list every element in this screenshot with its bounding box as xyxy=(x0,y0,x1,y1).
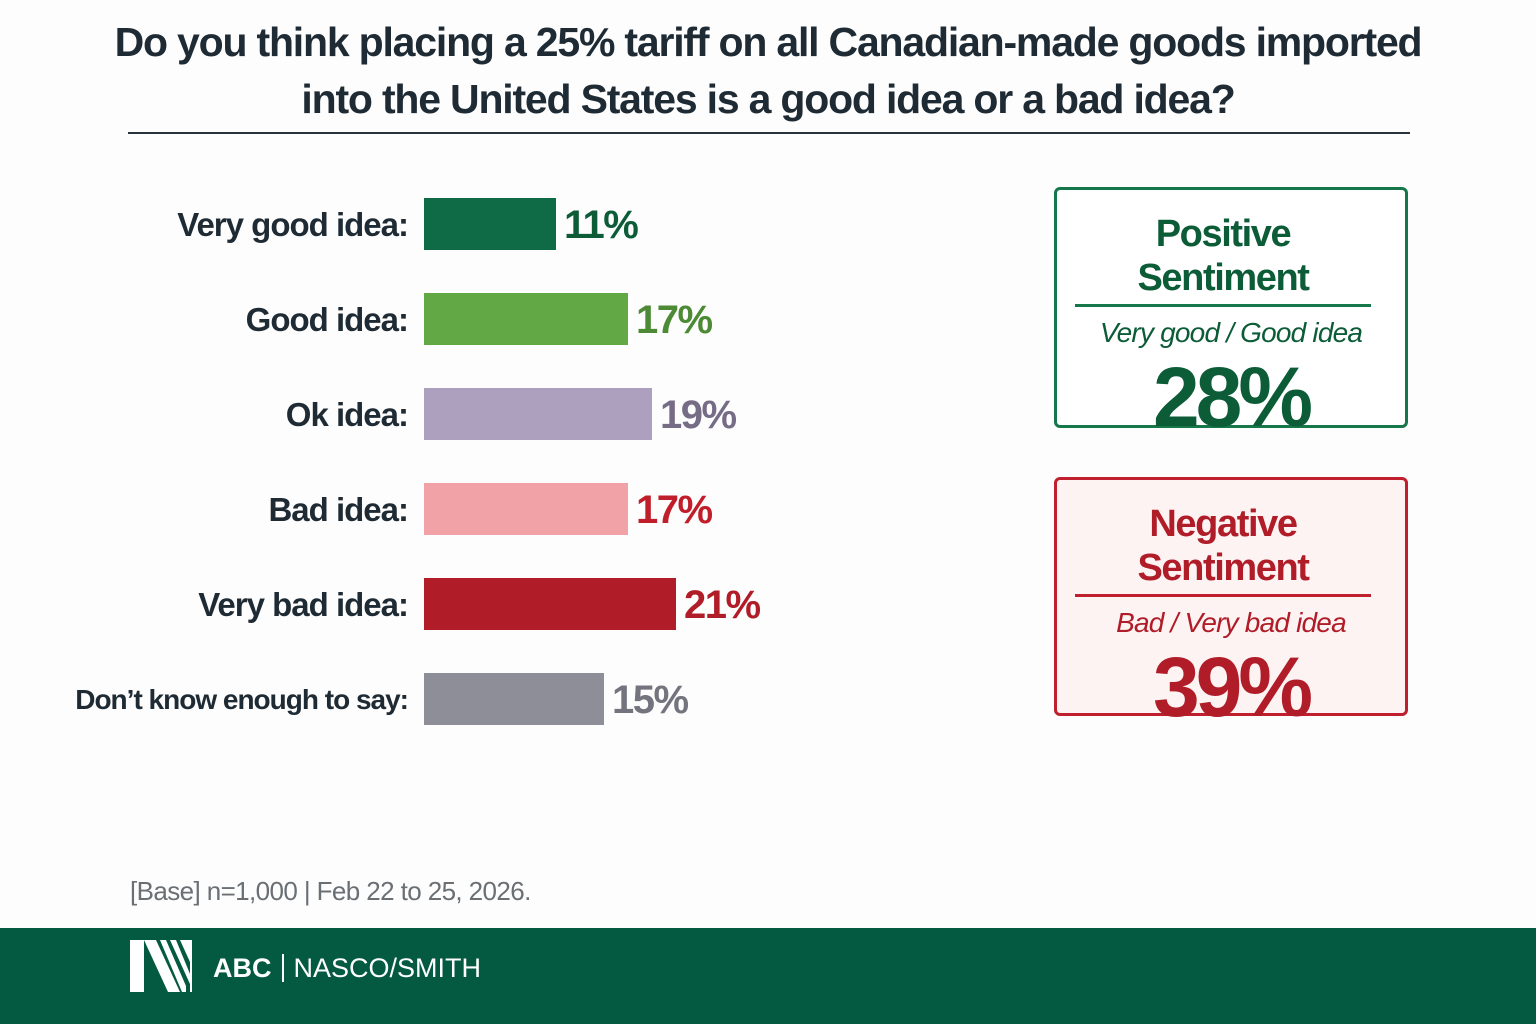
footer: ABC NASCO/SMITH xyxy=(0,928,1536,1024)
bar-row: Very good idea: 11% xyxy=(0,198,1000,252)
brand-rest: NASCO/SMITH xyxy=(293,953,482,983)
positive-subtitle: Very good / Good idea xyxy=(1099,317,1363,348)
positive-sentiment-box: Positive Sentiment Very good / Good idea… xyxy=(1054,187,1408,444)
bar xyxy=(424,673,604,725)
negative-subtitle: Bad / Very bad idea xyxy=(1116,607,1347,638)
value-label: 17% xyxy=(636,488,713,532)
bar xyxy=(424,388,652,440)
bar-chart: Very good idea: 11% Good idea: 17% Ok idea: 1… xyxy=(0,180,1000,760)
value-label: 19% xyxy=(660,393,737,437)
bar xyxy=(424,578,676,630)
value-label: 15% xyxy=(612,678,689,722)
category-label: Very good idea: xyxy=(177,206,409,243)
chart-title: Do you think placing a 25% tariff on all… xyxy=(114,19,1423,122)
bar-row: Ok idea: 19% xyxy=(0,388,1000,442)
category-label: Ok idea: xyxy=(285,396,409,433)
bar-row: Bad idea: 17% xyxy=(0,483,1000,537)
brand-logo-icon xyxy=(130,940,192,992)
category-label: Don’t know enough to say: xyxy=(75,684,409,715)
bar-row: Good idea: 17% xyxy=(0,293,1000,347)
base-note: [Base] n=1,000 | Feb 22 to 25, 2026. xyxy=(130,876,531,906)
brand-bold: ABC xyxy=(213,953,272,983)
negative-title: Negative Sentiment xyxy=(1075,502,1371,597)
bar-row: Don’t know enough to say: 15% xyxy=(0,673,1000,727)
bar-row: Very bad idea: 21% xyxy=(0,578,1000,632)
bar xyxy=(424,293,628,345)
value-label: 17% xyxy=(636,298,713,342)
category-label: Bad idea: xyxy=(268,491,409,528)
negative-sentiment-box: Negative Sentiment Bad / Very bad idea 3… xyxy=(1054,477,1408,734)
category-label: Good idea: xyxy=(245,301,409,338)
bar xyxy=(424,483,628,535)
bar xyxy=(424,198,556,250)
positive-value: 28% xyxy=(1152,350,1313,444)
positive-title: Positive Sentiment xyxy=(1075,212,1371,307)
negative-value: 39% xyxy=(1152,640,1313,734)
brand-name: ABC NASCO/SMITH xyxy=(213,950,481,986)
value-label: 21% xyxy=(684,583,761,627)
title-divider xyxy=(128,132,1410,134)
value-label: 11% xyxy=(564,203,639,247)
brand-separator xyxy=(281,954,284,982)
category-label: Very bad idea: xyxy=(198,586,409,623)
